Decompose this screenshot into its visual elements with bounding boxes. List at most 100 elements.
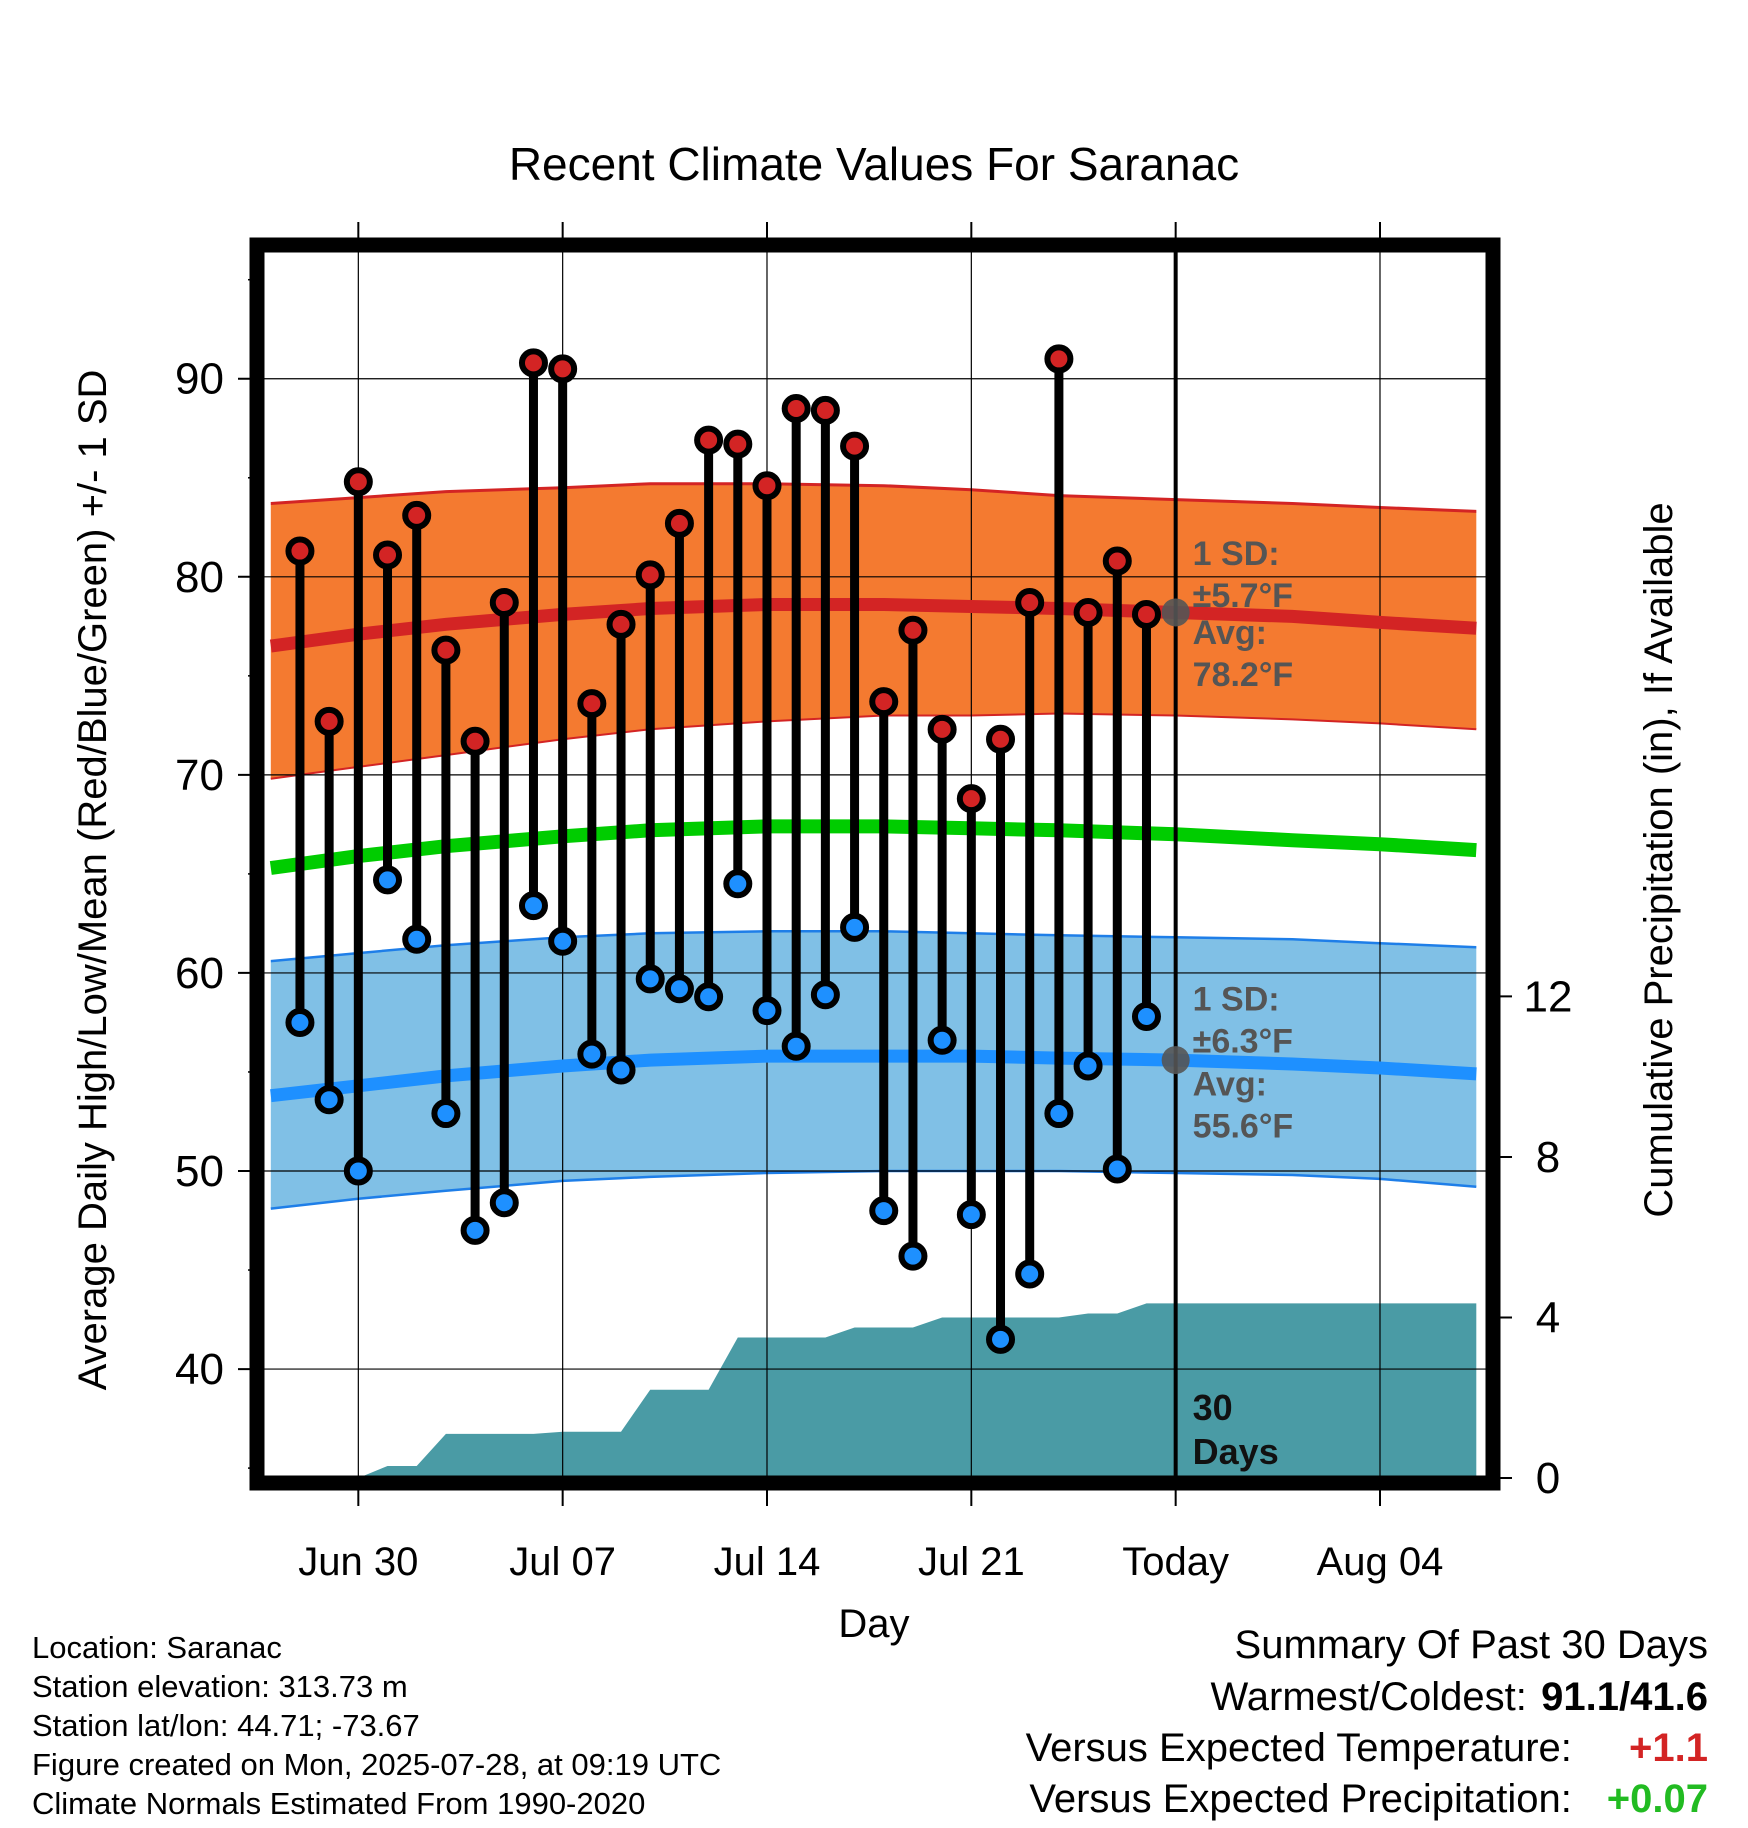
y-tick-label: 80 <box>175 553 224 602</box>
high-point <box>373 540 403 570</box>
high-point <box>752 471 782 501</box>
high-point <box>694 425 724 455</box>
low-point <box>664 974 694 1004</box>
precip-row: Versus Expected Precipitation: +0.07 <box>1029 1777 1708 1822</box>
low-avg-annotation: 55.6°F <box>1193 1108 1294 1146</box>
temp-value: +1.1 <box>1629 1726 1708 1770</box>
high-upper-edge <box>270 482 1477 513</box>
low-point <box>1073 1051 1103 1081</box>
elevation-text: Station elevation: 313.73 m <box>32 1669 408 1704</box>
low-point <box>869 1196 899 1226</box>
warm-cold-row: Warmest/Coldest: 91.1/41.6 <box>1211 1675 1709 1720</box>
low-point <box>635 964 665 994</box>
mean-average-line <box>269 819 1477 875</box>
low-point <box>927 1025 957 1055</box>
high-point <box>518 348 548 378</box>
high-point <box>986 724 1016 754</box>
y-tick-label: 60 <box>175 949 224 998</box>
high-point <box>635 560 665 590</box>
summary-title: Summary Of Past 30 Days <box>1234 1623 1708 1667</box>
x-axis-label: Day <box>838 1602 909 1646</box>
x-tick-label: Jul 14 <box>714 1540 821 1584</box>
low-sd-annotation: 1 SD: <box>1193 981 1280 1019</box>
low-point <box>518 891 548 921</box>
warm-cold-label: Warmest/Coldest: <box>1210 1675 1527 1719</box>
high-average-line <box>269 598 1477 653</box>
x-tick-label: Jul 07 <box>509 1540 616 1584</box>
today-low-average-marker <box>1161 1046 1190 1075</box>
low-point <box>694 982 724 1012</box>
y2-tick-label: 8 <box>1536 1133 1560 1182</box>
high-point <box>927 714 957 744</box>
today-days-label: 30 <box>1193 1387 1233 1428</box>
high-sd-band <box>270 483 1477 779</box>
low-point <box>1044 1099 1074 1129</box>
y-tick-label: 50 <box>175 1147 224 1196</box>
high-point <box>956 784 986 814</box>
high-point <box>1102 546 1132 576</box>
y2-tick-label: 12 <box>1524 972 1573 1021</box>
high-sd-annotation: 1 SD: <box>1193 535 1280 573</box>
y-tick-label: 40 <box>175 1345 224 1394</box>
high-point <box>1044 344 1074 374</box>
low-point <box>548 926 578 956</box>
high-point <box>431 635 461 665</box>
y-tick-label: 90 <box>175 355 224 404</box>
low-point <box>810 980 840 1010</box>
normals-text: Climate Normals Estimated From 1990-2020 <box>32 1786 646 1821</box>
low-point <box>343 1156 373 1186</box>
precipitation-area <box>358 1303 1477 1478</box>
low-point <box>752 996 782 1026</box>
low-point <box>1102 1154 1132 1184</box>
precip-label: Versus Expected Precipitation: <box>1029 1777 1572 1821</box>
x-tick-label: Today <box>1122 1540 1229 1584</box>
high-point <box>460 726 490 756</box>
low-point <box>460 1215 490 1245</box>
high-point <box>402 500 432 530</box>
location-text: Location: Saranac <box>32 1630 282 1665</box>
plot-frame <box>249 237 1501 1491</box>
high-point <box>1015 588 1045 618</box>
high-point <box>664 508 694 538</box>
high-point <box>548 354 578 384</box>
high-point <box>314 706 344 736</box>
y2-axis-label: Cumulative Precipitation (in), If Availa… <box>1637 502 1681 1217</box>
high-sd-annotation: ±5.7°F <box>1193 577 1293 615</box>
low-point <box>1131 1002 1161 1032</box>
precip-value: +0.07 <box>1606 1777 1708 1821</box>
high-point <box>1073 597 1103 627</box>
low-point <box>577 1039 607 1069</box>
low-point <box>489 1188 519 1218</box>
high-avg-annotation: 78.2°F <box>1193 656 1294 694</box>
high-point <box>285 536 315 566</box>
high-point <box>840 431 870 461</box>
high-point <box>606 609 636 639</box>
y2-tick-label: 4 <box>1536 1293 1560 1342</box>
latlon-text: Station lat/lon: 44.71; -73.67 <box>32 1708 420 1743</box>
x-tick-label: Jun 30 <box>298 1540 418 1584</box>
y-tick-label: 70 <box>175 751 224 800</box>
high-point <box>723 429 753 459</box>
low-point <box>402 924 432 954</box>
low-sd-annotation: ±6.3°F <box>1193 1023 1293 1061</box>
low-point <box>723 869 753 899</box>
low-point <box>956 1200 986 1230</box>
high-avg-annotation: Avg: <box>1193 614 1267 652</box>
low-point <box>986 1324 1016 1354</box>
high-point <box>1131 599 1161 629</box>
low-point <box>373 865 403 895</box>
y2-tick-label: 0 <box>1536 1454 1560 1503</box>
low-point <box>1015 1259 1045 1289</box>
x-tick-label: Jul 21 <box>918 1540 1025 1584</box>
warm-cold-value: 91.1/41.6 <box>1541 1675 1708 1719</box>
high-point <box>489 588 519 618</box>
temp-label: Versus Expected Temperature: <box>1025 1726 1572 1770</box>
low-point <box>898 1241 928 1271</box>
low-point <box>285 1007 315 1037</box>
high-point <box>810 395 840 425</box>
today-days-label: Days <box>1193 1431 1279 1472</box>
low-avg-annotation: Avg: <box>1193 1066 1267 1104</box>
high-point <box>898 615 928 645</box>
low-point <box>840 912 870 942</box>
